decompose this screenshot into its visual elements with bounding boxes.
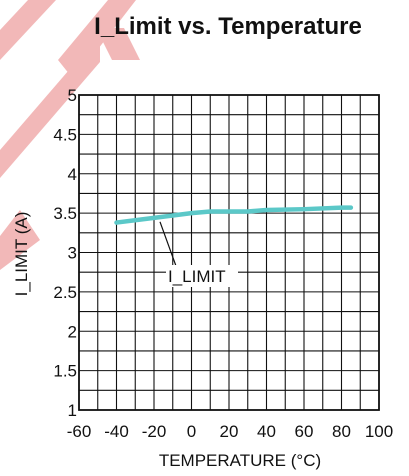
x-tick-label: 40 bbox=[257, 422, 276, 441]
x-tick-label: 60 bbox=[295, 422, 314, 441]
x-tick-label: -20 bbox=[142, 422, 167, 441]
y-tick-label: 1 bbox=[68, 401, 77, 420]
watermark-stripe bbox=[0, 0, 56, 60]
x-tick-label: -40 bbox=[104, 422, 129, 441]
y-tick-labels: 1 1.5 2 2.5 3 3.5 4 4.5 5 bbox=[53, 86, 77, 420]
x-tick-label: 100 bbox=[365, 422, 393, 441]
annotation-label: I_LIMIT bbox=[168, 267, 226, 286]
series-line-i-limit bbox=[114, 205, 354, 225]
x-tick-labels: -60 -40 -20 0 20 40 60 80 100 bbox=[67, 422, 393, 441]
x-tick-label: 0 bbox=[187, 422, 196, 441]
watermark-stripe bbox=[96, 28, 140, 60]
y-tick-label: 3.5 bbox=[53, 204, 77, 223]
grid bbox=[78, 94, 380, 411]
x-tick-label: 20 bbox=[220, 422, 239, 441]
y-tick-label: 5 bbox=[68, 86, 77, 105]
series-annotation: I_LIMIT bbox=[159, 221, 238, 287]
watermark-stripe bbox=[0, 210, 40, 270]
y-tick-label: 2 bbox=[68, 322, 77, 341]
annotation-leader-line bbox=[159, 221, 177, 267]
watermark-stripe bbox=[58, 0, 136, 80]
y-axis-title: I_LIMIT (A) bbox=[12, 212, 31, 297]
y-tick-label: 1.5 bbox=[53, 362, 77, 381]
plot-frame bbox=[78, 94, 380, 411]
x-tick-label: 80 bbox=[332, 422, 351, 441]
series-layer bbox=[114, 205, 354, 225]
y-tick-label: 3 bbox=[68, 244, 77, 263]
x-axis-title: TEMPERATURE (°C) bbox=[159, 451, 321, 470]
x-tick-label: -60 bbox=[67, 422, 92, 441]
y-tick-label: 4 bbox=[68, 165, 77, 184]
watermark bbox=[0, 0, 140, 270]
y-tick-label: 2.5 bbox=[53, 283, 77, 302]
y-tick-label: 4.5 bbox=[53, 125, 77, 144]
annotation-label-box bbox=[166, 265, 238, 287]
chart-title: I_Limit vs. Temperature bbox=[94, 13, 362, 40]
